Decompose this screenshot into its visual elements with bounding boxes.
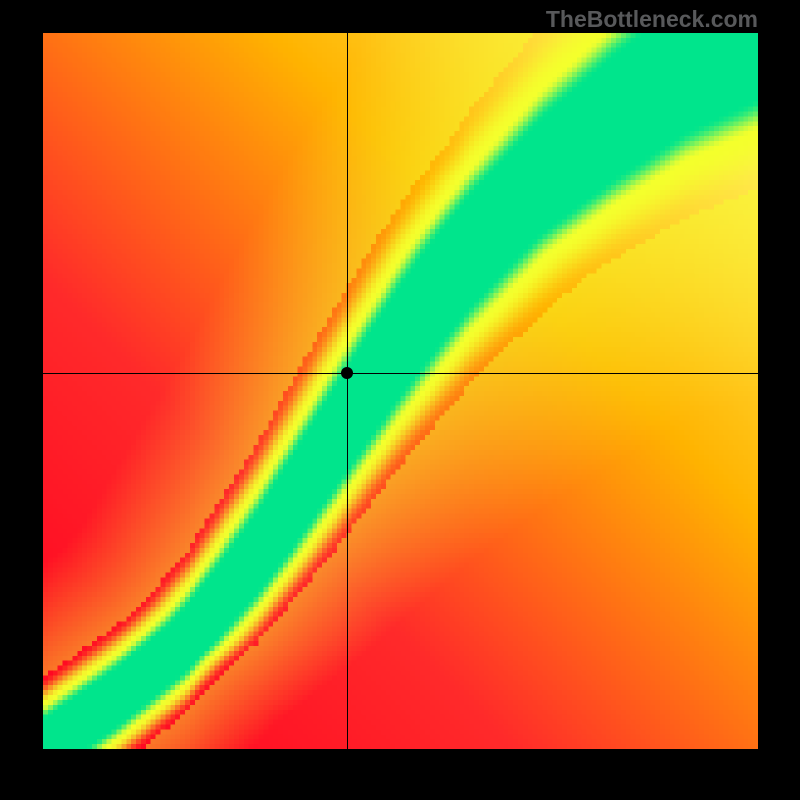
crosshair-vertical xyxy=(347,33,348,749)
chart-frame: TheBottleneck.com xyxy=(0,0,800,800)
heatmap-plot xyxy=(43,33,758,749)
attribution-label: TheBottleneck.com xyxy=(546,6,758,33)
selection-marker[interactable] xyxy=(341,367,353,379)
heatmap-canvas xyxy=(43,33,758,749)
crosshair-horizontal xyxy=(43,373,758,374)
